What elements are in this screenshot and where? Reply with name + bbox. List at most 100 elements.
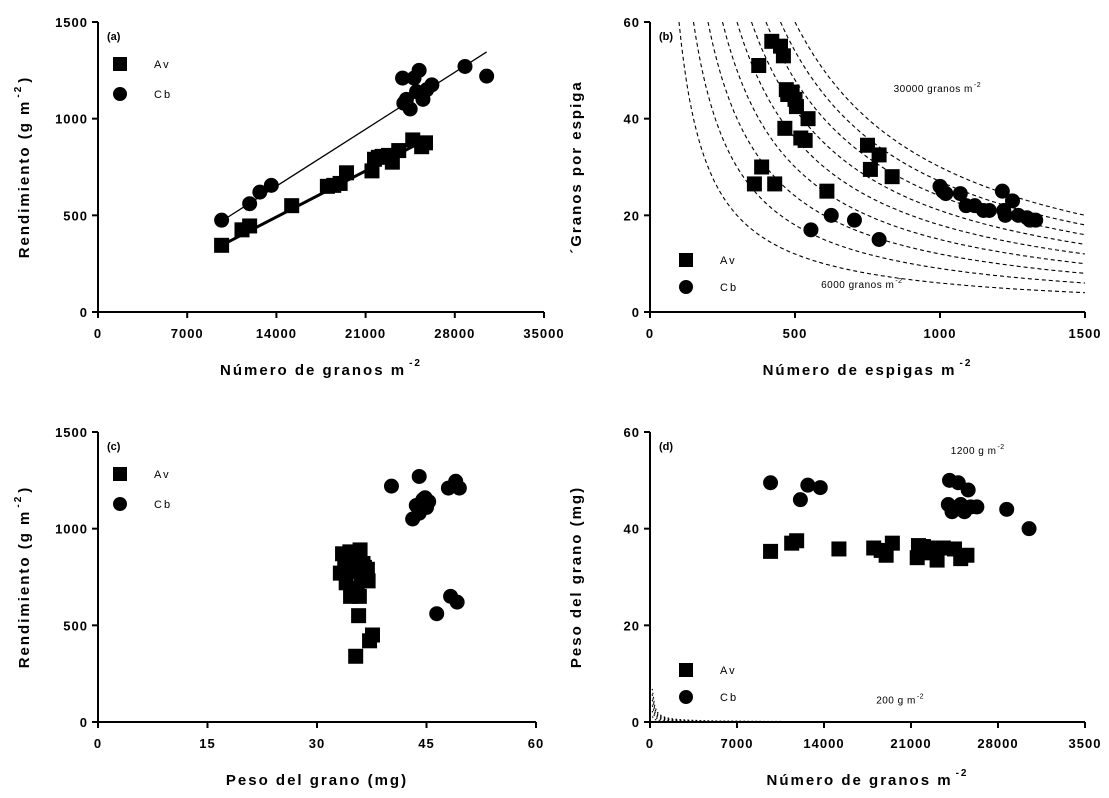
point-a-av-13 bbox=[384, 154, 400, 170]
point-c-cb-11 bbox=[451, 480, 467, 496]
isoline-b-0 bbox=[678, 22, 1085, 294]
point-d-cb-11 bbox=[960, 482, 976, 498]
panel-c: 0 15 30 45 60 0 500 1000 1500 Peso del grano (mg)… bbox=[13, 425, 544, 789]
legend-marker-b-cb bbox=[679, 280, 693, 294]
point-d-cb-3 bbox=[812, 480, 828, 496]
isoline-label-b-1: 6000 granos m-2 bbox=[821, 278, 902, 291]
x-tick-label-d-0: 0 bbox=[646, 736, 654, 751]
point-b-av-20 bbox=[884, 169, 900, 185]
legend-marker-a-cb bbox=[113, 87, 127, 101]
y-tick-label-c-0: 0 bbox=[80, 715, 88, 730]
x-tick-label-d-4: 28000 bbox=[977, 736, 1018, 751]
point-c-av-22 bbox=[364, 627, 380, 643]
x-tick-label-a-5: 35000 bbox=[523, 326, 564, 341]
point-d-av-3 bbox=[831, 541, 847, 557]
x-tick-label-a-2: 14000 bbox=[256, 326, 297, 341]
legend-label-c-av: Av bbox=[154, 469, 171, 481]
y-tick-label-d-1: 20 bbox=[624, 618, 640, 633]
point-a-cb-3 bbox=[263, 177, 279, 193]
x-tick-label-d-1: 7000 bbox=[721, 736, 754, 751]
y-tick-label-a-3: 1500 bbox=[55, 15, 88, 30]
legend-label-b-cb: Cb bbox=[720, 282, 738, 294]
y-tick-label-b-2: 40 bbox=[624, 112, 640, 127]
point-c-av-23 bbox=[343, 550, 359, 566]
legend-marker-b-av bbox=[679, 253, 693, 267]
point-a-av-8 bbox=[364, 163, 380, 179]
point-a-av-17 bbox=[417, 135, 433, 151]
point-c-cb-13 bbox=[429, 606, 445, 622]
isoline-d-5 bbox=[651, 688, 1085, 722]
x-tick-label-d-5: 3500 bbox=[1069, 736, 1102, 751]
y-tick-label-d-0: 0 bbox=[632, 715, 640, 730]
legend-marker-c-cb bbox=[113, 497, 127, 511]
point-a-cb-1 bbox=[242, 196, 258, 212]
point-d-av-7 bbox=[884, 535, 900, 551]
point-b-cb-19 bbox=[1028, 212, 1044, 228]
point-c-cb-12 bbox=[411, 468, 427, 484]
point-b-cb-3 bbox=[871, 232, 887, 247]
isoline-b-3 bbox=[721, 22, 1085, 265]
x-tick-label-c-4: 60 bbox=[528, 736, 544, 751]
point-a-cb-4 bbox=[395, 70, 411, 86]
isoline-b-6 bbox=[765, 22, 1085, 236]
point-a-cb-7 bbox=[402, 101, 418, 117]
point-d-cb-2 bbox=[800, 477, 816, 493]
point-c-av-11 bbox=[351, 608, 367, 624]
y-tick-label-b-3: 60 bbox=[624, 15, 640, 30]
x-tick-label-b-1: 500 bbox=[783, 326, 808, 341]
x-tick-label-c-0: 0 bbox=[94, 736, 102, 751]
panel-label-d: (d) bbox=[659, 441, 673, 453]
isoline-label-d-1: 200 g m-2 bbox=[876, 694, 924, 707]
x-tick-label-c-2: 30 bbox=[309, 736, 325, 751]
point-b-av-3 bbox=[775, 48, 791, 64]
point-b-av-15 bbox=[767, 176, 783, 192]
x-axis-label-c: Peso del grano (mg) bbox=[226, 772, 408, 789]
point-a-cb-0 bbox=[214, 212, 230, 228]
x-axis-label-d: Número de granos m -2 bbox=[767, 768, 969, 789]
legend-label-a-cb: Cb bbox=[154, 89, 172, 101]
isoline-b-2 bbox=[707, 22, 1085, 274]
point-b-av-18 bbox=[862, 161, 878, 177]
point-c-cb-15 bbox=[449, 594, 465, 610]
x-tick-label-a-1: 7000 bbox=[171, 326, 204, 341]
point-d-av-17 bbox=[959, 547, 975, 563]
point-a-cb-13 bbox=[424, 77, 440, 93]
y-tick-label-b-0: 0 bbox=[632, 305, 640, 320]
point-c-cb-0 bbox=[383, 478, 399, 494]
point-a-av-7 bbox=[338, 165, 354, 181]
point-c-av-21 bbox=[359, 561, 375, 577]
legend-label-c-cb: Cb bbox=[154, 499, 172, 511]
point-b-av-19 bbox=[871, 147, 887, 163]
y-tick-label-a-2: 1000 bbox=[55, 112, 88, 127]
point-d-cb-0 bbox=[763, 475, 779, 491]
legend-marker-a-av bbox=[113, 57, 127, 71]
isoline-d-4 bbox=[651, 694, 1085, 722]
isoline-label-b-0: 30000 granos m-2 bbox=[894, 82, 982, 95]
point-d-av-0 bbox=[763, 543, 779, 559]
point-b-av-10 bbox=[797, 132, 813, 148]
x-tick-label-a-3: 21000 bbox=[345, 326, 386, 341]
point-b-cb-11 bbox=[981, 203, 997, 218]
isoline-b-8 bbox=[794, 22, 1085, 216]
point-c-cb-8 bbox=[421, 494, 437, 510]
point-b-av-14 bbox=[746, 176, 762, 192]
point-a-av-2 bbox=[242, 218, 258, 234]
y-tick-label-d-3: 60 bbox=[624, 425, 640, 440]
point-b-cb-7 bbox=[952, 186, 968, 202]
point-a-av-14 bbox=[391, 143, 407, 159]
point-b-av-11 bbox=[800, 111, 816, 127]
panel-label-c: (c) bbox=[107, 441, 121, 453]
y-tick-label-a-1: 500 bbox=[63, 208, 88, 223]
x-tick-label-b-3: 1500 bbox=[1069, 326, 1102, 341]
point-a-av-0 bbox=[214, 237, 230, 253]
y-tick-label-c-1: 500 bbox=[63, 618, 88, 633]
point-d-cb-15 bbox=[1021, 521, 1037, 537]
y-axis-label-a: Rendimiento (g m-2) bbox=[13, 76, 33, 259]
x-axis-label-a: Número de granos m -2 bbox=[220, 358, 422, 379]
point-b-cb-1 bbox=[823, 207, 839, 223]
y-tick-label-c-2: 1000 bbox=[55, 522, 88, 537]
point-b-av-8 bbox=[788, 99, 804, 115]
x-tick-label-b-2: 1000 bbox=[924, 326, 957, 341]
panel-label-b: (b) bbox=[659, 31, 673, 43]
